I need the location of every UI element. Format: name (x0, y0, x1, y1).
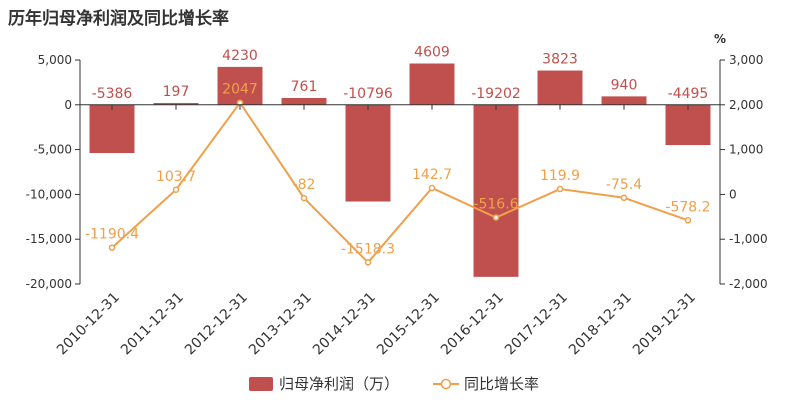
left-tick-label: -5,000 (33, 143, 72, 157)
x-tick-label: 2012-12-31 (182, 290, 251, 359)
right-tick-label: 3,000 (729, 53, 763, 67)
line-series (108, 99, 692, 266)
growth-value-label: -578.2 (665, 199, 710, 215)
bar-2019-12-31 (665, 104, 711, 146)
growth-value-label: -516.6 (473, 197, 518, 213)
legend: 归母净利润（万） 同比增长率 (249, 375, 539, 393)
left-tick-label: -15,000 (26, 232, 72, 246)
legend-bar-swatch (249, 377, 273, 391)
right-tick-label: -2,000 (729, 277, 768, 291)
growth-point-2010-12-31 (108, 244, 116, 251)
x-tick-label: 2017-12-31 (502, 290, 571, 359)
chart-title: 历年归母净利润及同比增长率 (8, 9, 229, 29)
left-axis: 5,000 0 -5,000 -10,000 -15,000 -20,000 (26, 53, 81, 291)
bar-value-label: 4609 (414, 45, 450, 61)
x-tick-label: 2016-12-31 (438, 290, 507, 359)
left-tick-label: -20,000 (26, 277, 72, 291)
bar-2018-12-31 (601, 96, 647, 105)
right-axis-unit: % (714, 32, 726, 46)
growth-value-label: 119.9 (540, 168, 580, 184)
legend-bar-label: 归母净利润（万） (279, 375, 399, 393)
bar-2012-12-31 (217, 66, 263, 105)
bar-2015-12-31 (409, 63, 455, 105)
left-tick-label: 5,000 (38, 53, 72, 67)
bar-value-label: 761 (291, 79, 318, 95)
growth-point-2014-12-31 (364, 259, 372, 266)
growth-point-2017-12-31 (556, 185, 564, 193)
growth-point-2015-12-31 (428, 184, 436, 192)
bar-value-label: -5386 (92, 86, 133, 102)
right-axis: 3,000 2,000 1,000 0 -1,000 -2,000% (714, 32, 768, 291)
line-labels: -1190.4 103.7 2047 -82 -1518.3 142.7 -516.6 119… (85, 82, 711, 258)
x-tick-label: 2018-12-31 (566, 290, 635, 359)
bar-2013-12-31 (281, 97, 327, 105)
growth-point-2013-12-31 (300, 194, 308, 202)
x-tick-label: 2013-12-31 (246, 290, 315, 359)
bar-2017-12-31 (537, 70, 583, 105)
bar-value-label: -10796 (343, 86, 393, 102)
legend-line-label: 同比增长率 (464, 375, 539, 393)
bar-series (89, 63, 711, 277)
growth-value-label: -1518.3 (341, 241, 395, 257)
growth-value-label: -75.4 (606, 177, 642, 193)
x-tick-label: 2014-12-31 (310, 290, 379, 359)
x-tick-label: 2015-12-31 (374, 290, 443, 359)
left-tick-label: 0 (64, 98, 72, 112)
legend-line-marker (440, 378, 452, 390)
growth-point-2011-12-31 (172, 186, 180, 194)
growth-line (111, 100, 689, 264)
growth-value-label: 103.7 (156, 169, 196, 185)
growth-value-label: 142.7 (412, 167, 452, 183)
bar-2011-12-31 (153, 103, 199, 105)
right-tick-label: 2,000 (729, 98, 763, 112)
bar-value-label: 940 (611, 77, 638, 93)
growth-value-label: 2047 (222, 82, 258, 98)
bar-labels: -5386 197 4230 761 -10796 4609 -19202 3823 940 -4… (92, 45, 709, 102)
growth-point-2018-12-31 (620, 194, 628, 202)
right-tick-label: -1,000 (729, 232, 768, 246)
x-tick-label: 2019-12-31 (630, 290, 699, 359)
bar-value-label: 3823 (542, 52, 578, 68)
growth-value-label: -1190.4 (85, 227, 139, 243)
bar-value-label: -19202 (471, 86, 521, 102)
right-tick-label: 0 (729, 187, 737, 201)
growth-point-2016-12-31 (492, 214, 500, 221)
growth-value-label: -82 (293, 177, 316, 193)
right-tick-label: 1,000 (729, 143, 763, 157)
growth-point-2019-12-31 (684, 217, 692, 224)
bar-2014-12-31 (345, 104, 391, 202)
x-tick-label: 2010-12-31 (54, 290, 123, 359)
bar-value-label: 4230 (222, 48, 258, 64)
x-tick-label: 2011-12-31 (118, 290, 187, 359)
bar-2016-12-31 (473, 104, 519, 277)
bar-value-label: 197 (163, 84, 190, 100)
bar-2010-12-31 (89, 104, 135, 154)
left-tick-label: -10,000 (26, 187, 72, 201)
bar-value-label: -4495 (668, 86, 709, 102)
